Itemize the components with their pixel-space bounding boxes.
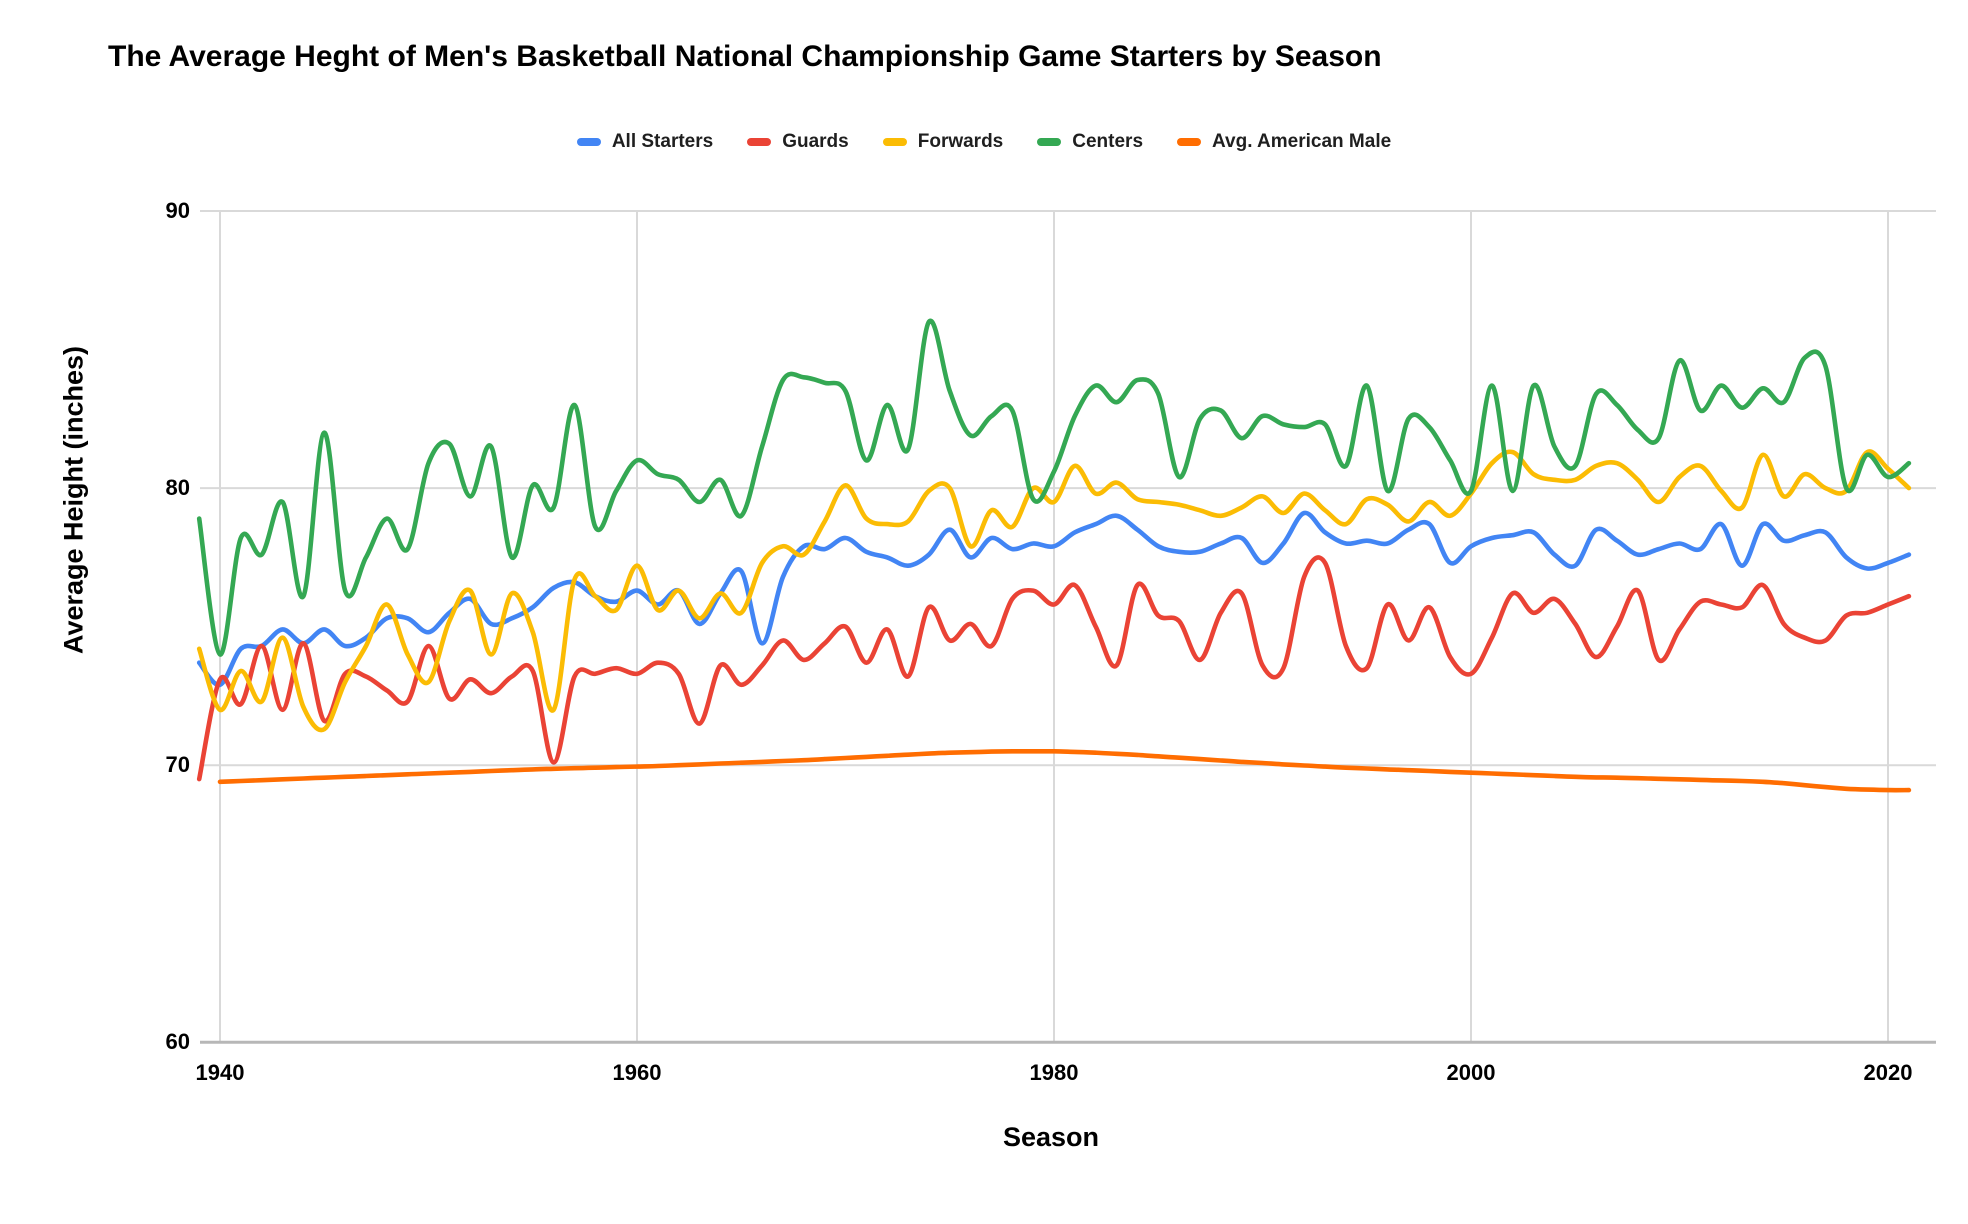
x-tick-label-2000: 2000 [1446,1060,1496,1085]
x-tick-label-1980: 1980 [1029,1060,1079,1085]
y-tick-label-60: 60 [165,1029,190,1055]
legend-swatch-icon [576,138,601,146]
y-tick-label-70: 70 [165,752,190,778]
y-axis-title: Average Height (inches) [58,345,89,655]
legend-item-label: All Starters [611,131,714,152]
legend-swatch-icon [747,138,772,146]
legend-item-all-starters[interactable]: All Starters [576,131,714,153]
x-axis-title: Season [1002,1122,1100,1152]
series-line-centers [196,318,1912,657]
legend-item-forwards[interactable]: Forwards [882,131,1004,153]
legend-item-guards[interactable]: Guards [747,131,849,153]
chart-title: The Average Heght of Men's Basketball Na… [108,40,1382,73]
series-line-all-starters [196,510,1912,688]
legend-item-label: Centers [1072,131,1144,152]
legend-swatch-icon [1037,138,1062,146]
legend-item-label: Avg. American Male [1212,131,1392,152]
x-tick-label-1960: 1960 [612,1060,662,1085]
series-line-guards [196,555,1912,782]
chart-legend: All Starters Guards Forwards Centers Avg. Am… [0,131,1968,153]
legend-swatch-icon [1177,138,1202,146]
legend-item-label: Forwards [917,131,1004,152]
legend-item-avg-american-male[interactable]: Avg. American Male [1177,131,1391,153]
y-tick-label-80: 80 [165,475,190,501]
series-line-avg-american-male [217,749,1912,793]
legend-item-label: Guards [782,131,849,152]
legend-item-centers[interactable]: Centers [1037,131,1143,153]
series-line-forwards [196,449,1912,733]
y-tick-label-90: 90 [165,198,190,223]
x-tick-label-2020: 2020 [1863,1060,1913,1085]
x-tick-label-1940: 1940 [195,1060,245,1085]
legend-swatch-icon [882,138,907,146]
